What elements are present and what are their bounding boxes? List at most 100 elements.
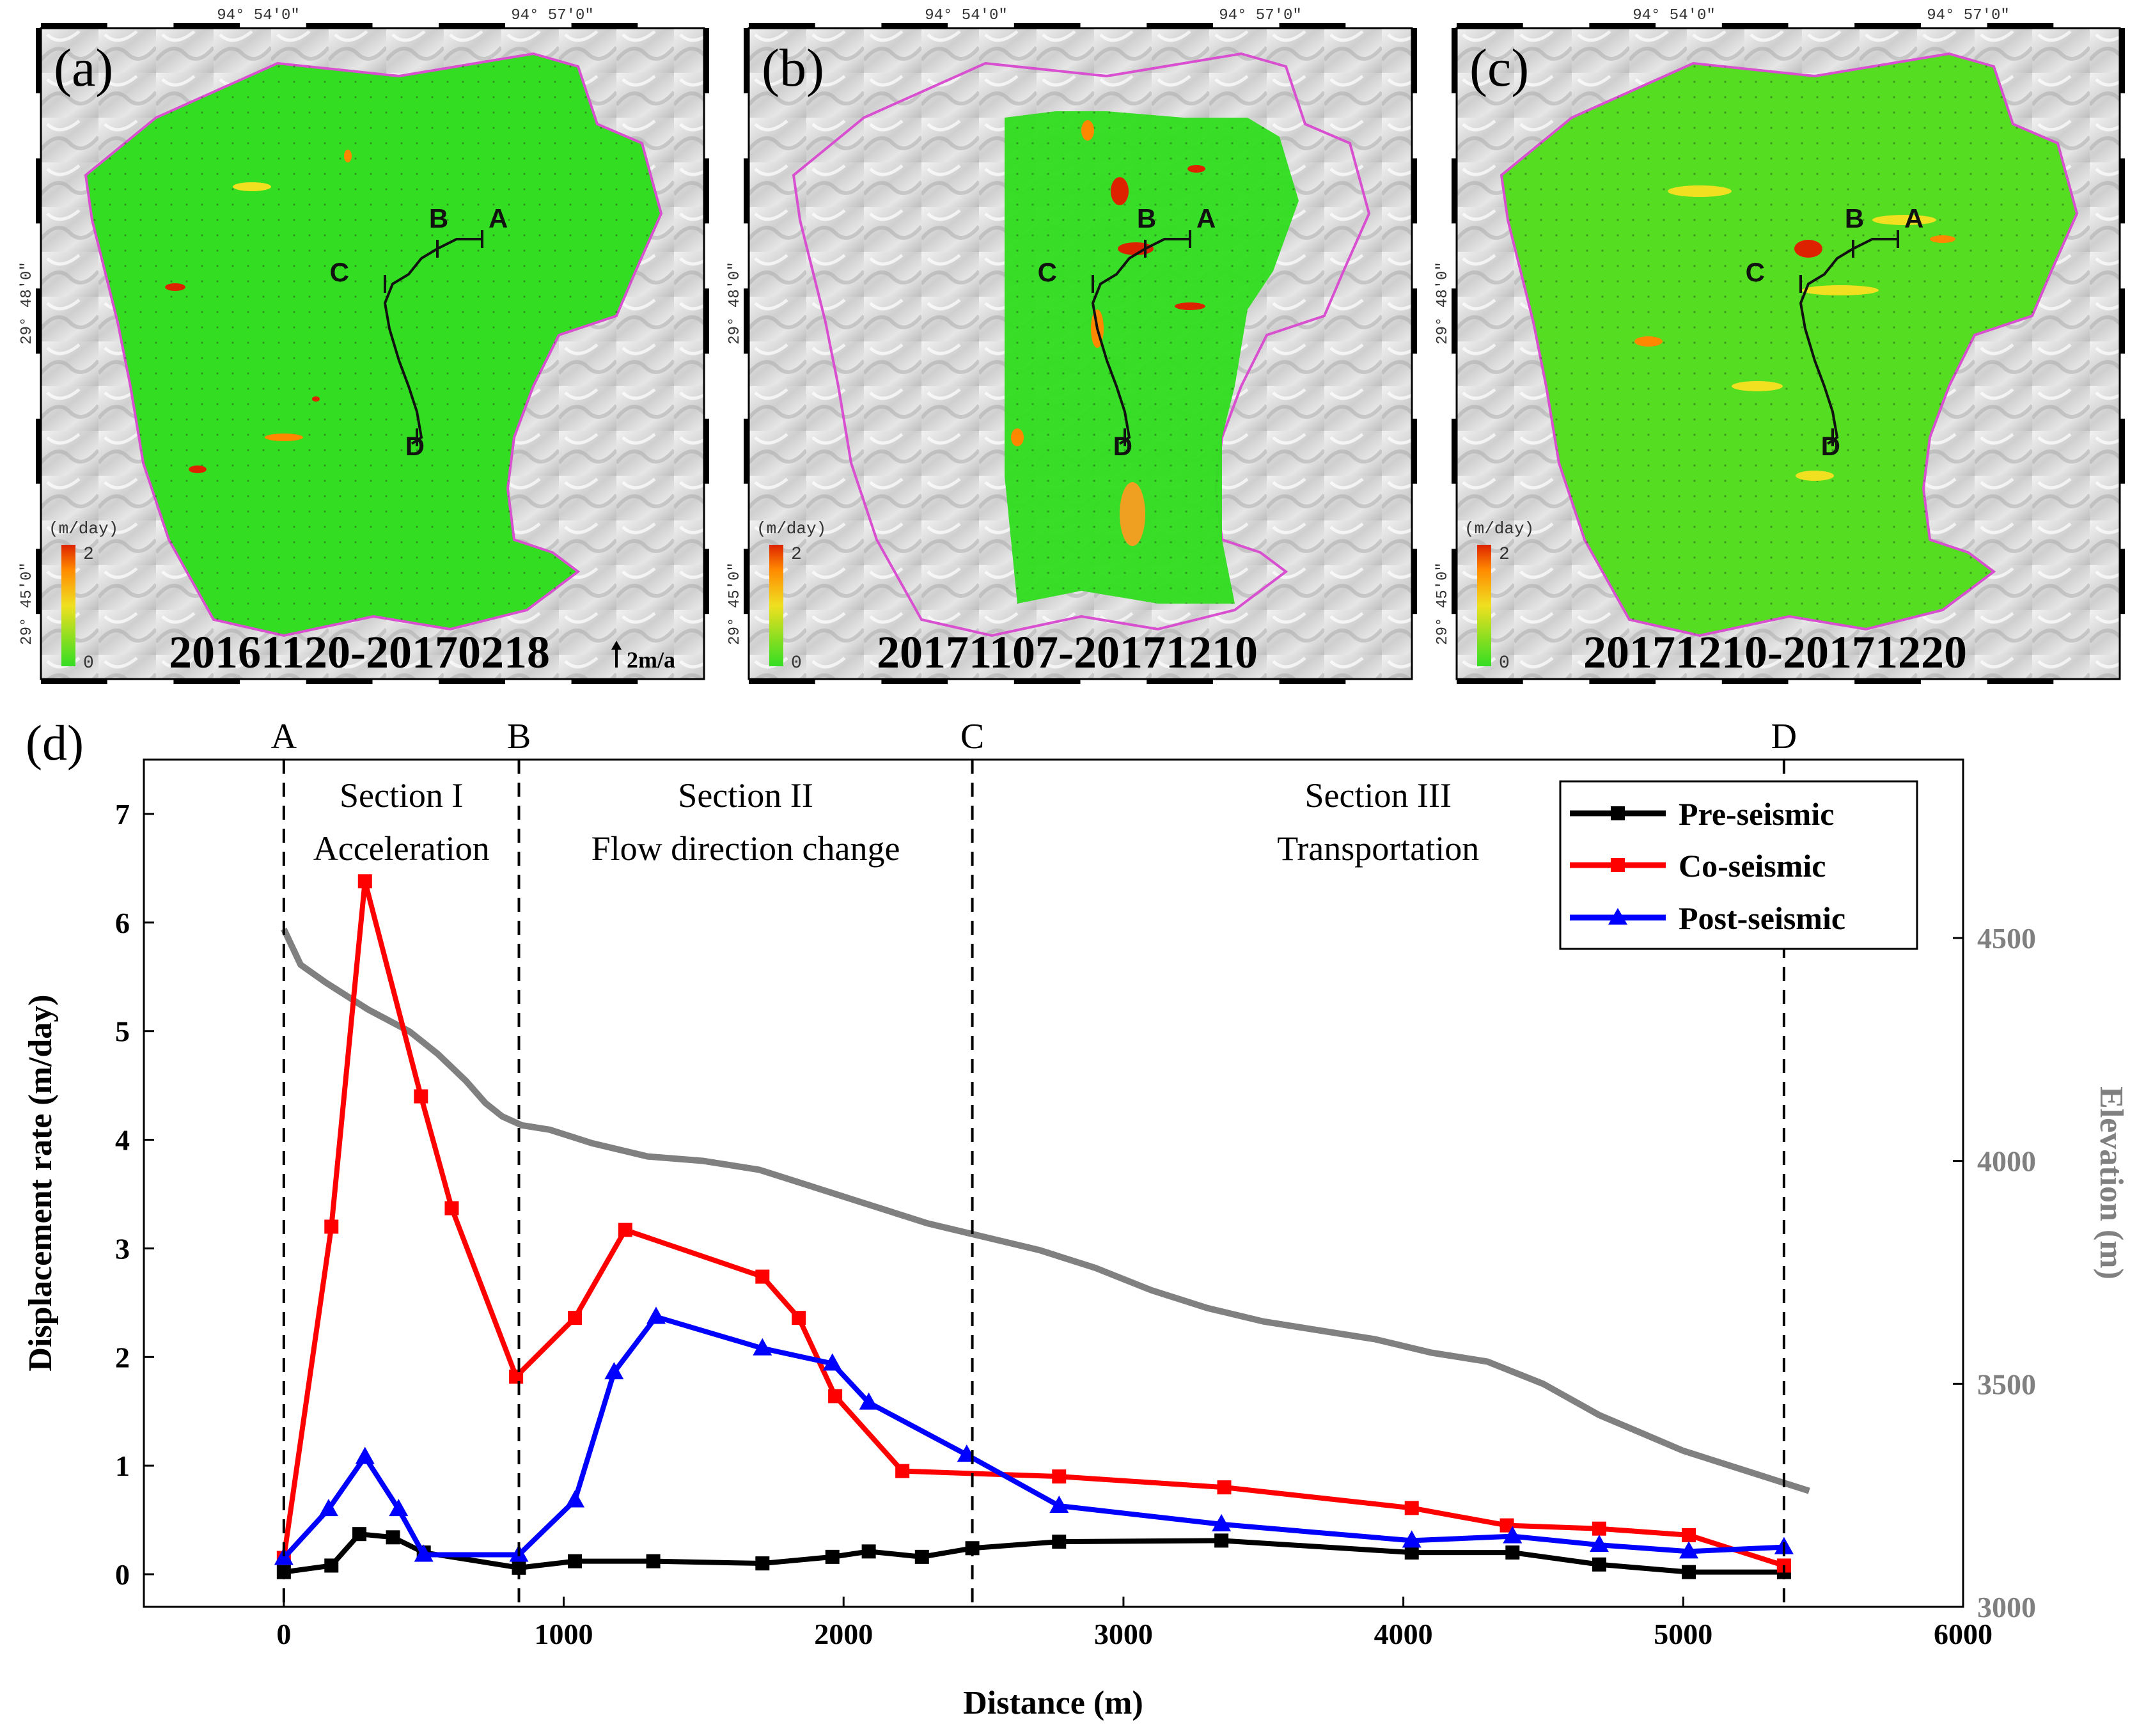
- frame-tick: [1014, 679, 1081, 684]
- frame-tick: [2120, 288, 2125, 354]
- date-range-label: 20171107-20171210: [877, 627, 1258, 678]
- frame-tick: [41, 23, 107, 28]
- frame-tick: [306, 679, 373, 684]
- colorbar-unit: (m/day): [756, 519, 826, 538]
- colorbar-min: 0: [791, 653, 802, 673]
- profile-point-label-d: D: [1113, 431, 1132, 461]
- profile-marker-label-d: D: [1771, 717, 1797, 756]
- frame-tick: [704, 418, 709, 484]
- lon-tick-label: 94° 54′0″: [217, 7, 300, 24]
- y2-tick-label: 4500: [1977, 922, 2036, 955]
- map-overlay-2: 94° 54′0″ 94° 57′0″ 29° 48′0″ 29° 45′0″ (b) A…: [726, 7, 1417, 684]
- x-tick-label: 2000: [814, 1618, 873, 1650]
- frame-tick: [1014, 23, 1081, 28]
- point-pre: [914, 1549, 929, 1564]
- frame-tick: [1721, 23, 1789, 28]
- profile-point-label-c: C: [330, 257, 349, 287]
- colorbar-unit: (m/day): [49, 519, 118, 538]
- point-post: [822, 1353, 842, 1371]
- colorbar-max: 2: [791, 545, 802, 565]
- point-pre: [1505, 1545, 1520, 1560]
- lon-tick-label: 94° 57′0″: [1219, 7, 1302, 24]
- point-post: [753, 1338, 772, 1356]
- lat-tick-label: 29° 45′0″: [1434, 562, 1452, 645]
- point-pre: [324, 1558, 339, 1573]
- frame-tick: [1147, 679, 1213, 684]
- point-post: [389, 1499, 409, 1517]
- point-pre: [1052, 1535, 1067, 1549]
- elevation-line: [281, 927, 1810, 1494]
- point-pre: [568, 1554, 583, 1568]
- frame-tick: [1412, 549, 1417, 614]
- section-desc-3: Transportation: [1277, 829, 1479, 868]
- point-co: [1500, 1518, 1514, 1533]
- lat-tick-label: 29° 45′0″: [726, 562, 744, 645]
- point-pre: [1682, 1565, 1696, 1579]
- frame-tick: [2120, 28, 2125, 93]
- point-co: [1592, 1521, 1606, 1536]
- lat-tick-label: 29° 48′0″: [726, 262, 744, 345]
- point-post: [1402, 1530, 1421, 1548]
- frame-tick: [1412, 288, 1417, 354]
- point-co: [1052, 1469, 1067, 1484]
- y2-axis-title: Elevation (m): [2093, 1086, 2129, 1279]
- frame-tick: [749, 23, 815, 28]
- lat-tick-label: 29° 48′0″: [1434, 262, 1452, 345]
- frame-tick: [41, 679, 107, 684]
- frame-tick: [1452, 28, 1457, 93]
- section-name-1: Section I: [340, 776, 463, 815]
- frame-tick: [1987, 679, 2054, 684]
- frame-tick: [439, 23, 505, 28]
- map-overlay-3: 94° 54′0″ 94° 57′0″ 29° 48′0″ 29° 45′0″ (c) A…: [1434, 7, 2125, 684]
- section-desc-1: Acceleration: [313, 829, 490, 868]
- point-co: [755, 1269, 770, 1284]
- legend-item-co: Co-seismic: [1570, 848, 1826, 884]
- point-post: [414, 1544, 434, 1562]
- frame-tick: [744, 549, 749, 614]
- point-co: [618, 1223, 632, 1237]
- frame-tick: [571, 23, 638, 28]
- profile-marker-label-c: C: [960, 717, 984, 756]
- frame-tick: [1147, 23, 1213, 28]
- point-post: [1503, 1526, 1523, 1544]
- scale-arrow-label: 2m/a: [627, 647, 675, 673]
- point-pre: [755, 1556, 770, 1571]
- y2-tick-label: 4000: [1977, 1145, 2036, 1178]
- frame-tick: [704, 158, 709, 224]
- y-axis-title: Displacement rate (m/day): [22, 994, 59, 1371]
- lon-tick-label: 94° 54′0″: [1633, 7, 1716, 24]
- point-co: [568, 1311, 583, 1325]
- colorbar: [61, 545, 75, 666]
- point-pre: [825, 1549, 840, 1564]
- lon-tick-label: 94° 57′0″: [511, 7, 594, 24]
- legend-label-co: Co-seismic: [1679, 848, 1826, 884]
- profile-line-group: A B C D: [330, 203, 508, 461]
- point-post: [274, 1547, 294, 1565]
- profile-point-label-d: D: [405, 431, 425, 461]
- point-pre: [386, 1530, 400, 1545]
- frame-tick: [1854, 23, 1921, 28]
- colorbar-unit: (m/day): [1464, 519, 1534, 538]
- point-post: [859, 1392, 879, 1410]
- point-post: [1679, 1541, 1699, 1559]
- frame-tick: [744, 158, 749, 224]
- x-tick-label: 0: [276, 1618, 291, 1650]
- point-post: [604, 1362, 624, 1380]
- frame-tick: [36, 418, 41, 484]
- point-pre: [352, 1527, 367, 1542]
- point-post: [646, 1306, 666, 1324]
- frame-tick: [36, 549, 41, 614]
- profile-line-group: A B C D: [1038, 203, 1216, 461]
- profile-point-label-a: A: [489, 203, 508, 233]
- frame-tick: [1412, 158, 1417, 224]
- point-pre: [1592, 1557, 1606, 1572]
- colorbar-max: 2: [1499, 545, 1510, 565]
- panel-label: (a): [54, 38, 113, 98]
- y-tick-label: 1: [115, 1450, 130, 1482]
- y-tick-label: 0: [115, 1558, 130, 1591]
- frame-tick: [1457, 679, 1523, 684]
- panel-label: (c): [1469, 38, 1529, 98]
- series-line-post: [281, 1314, 1785, 1560]
- map-panel-b: [749, 28, 1412, 679]
- point-co: [324, 1219, 339, 1234]
